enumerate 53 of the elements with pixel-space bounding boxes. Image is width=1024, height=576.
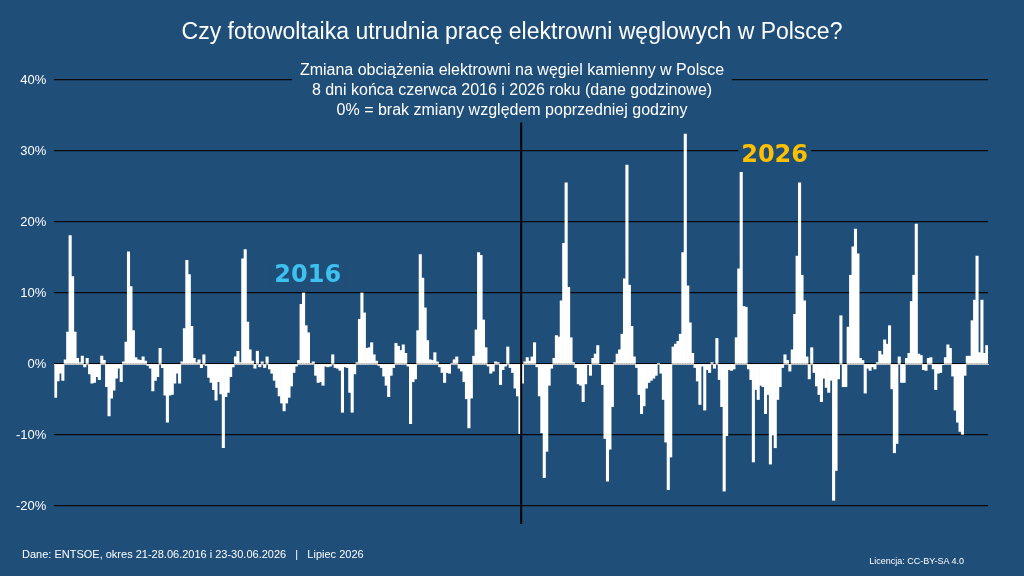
bar (236, 350, 240, 364)
bar (946, 344, 950, 364)
bar (360, 292, 364, 364)
series-label: 2026 (741, 139, 808, 168)
bar (533, 342, 537, 364)
bar (914, 223, 918, 364)
bar (214, 364, 218, 401)
bar (178, 364, 182, 384)
bar (934, 364, 938, 390)
bar (80, 355, 84, 364)
bar (596, 345, 600, 364)
bar (703, 364, 707, 411)
bar (883, 339, 887, 364)
text: Licencja: CC-BY-SA 4.0 (869, 556, 964, 566)
y-tick-label: 20% (20, 213, 47, 229)
bar (625, 164, 629, 364)
bar (143, 360, 148, 364)
bar (863, 364, 867, 394)
y-tick-label: -20% (15, 497, 47, 513)
bar (119, 364, 123, 383)
bar (960, 364, 965, 435)
bar (985, 345, 988, 364)
bar (255, 350, 259, 364)
bar (654, 364, 658, 376)
y-tick-label: 40% (20, 71, 47, 87)
bar (878, 350, 882, 364)
bar (975, 255, 979, 364)
bar (185, 260, 189, 364)
bar (350, 364, 354, 413)
bar (783, 354, 787, 364)
bar (467, 364, 471, 429)
y-tick-label: 10% (20, 284, 47, 300)
bar (387, 364, 391, 397)
series-label: 2016 (274, 260, 342, 289)
bar (698, 364, 702, 405)
bar (827, 364, 831, 393)
bar (263, 364, 267, 368)
bar (158, 348, 162, 364)
bar (151, 364, 155, 392)
bar (370, 342, 374, 364)
y-tick-label: 30% (20, 142, 47, 158)
bar (525, 357, 529, 364)
bar (528, 360, 532, 364)
bar (340, 364, 345, 413)
bar (253, 364, 257, 369)
y-tick-label: -10% (15, 426, 47, 442)
chart-title: Czy fotowoltaika utrudnia pracę elektrowni węglowych w Polsce? (180, 18, 844, 45)
chart-subtitle: Zmiana obciążenia elektrowni na węgiel kamienny w Polsce 8 dni końca czerwca 2016 i 2026 roku (dane godzinowe) 0% = brak zmiany względem poprzedniej godziny (291, 60, 733, 120)
bar (788, 364, 792, 372)
y-tick-label: 0% (27, 355, 47, 371)
bar (506, 346, 510, 364)
text: Dane: ENTSOE, okres 21-28.06.2016 i 23-30.06.2026 | Lipiec 2026 (22, 548, 364, 560)
bar (331, 354, 335, 364)
